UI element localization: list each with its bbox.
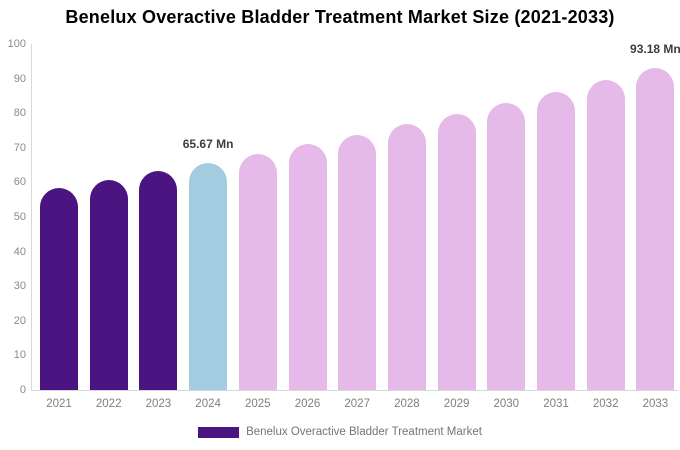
bar-2021[interactable] — [40, 187, 78, 390]
y-axis-line — [31, 44, 32, 390]
x-tick-label-2026: 2026 — [294, 398, 321, 410]
y-tick-label-70: 70 — [13, 141, 26, 154]
bar-2027[interactable] — [338, 134, 377, 390]
x-tick-label-2029: 2029 — [443, 398, 470, 410]
x-tick-label-2031: 2031 — [543, 398, 569, 410]
x-tick-label-2032: 2032 — [592, 398, 619, 410]
x-tick-label-2025: 2025 — [245, 398, 271, 410]
data-label-2024: 65.67 Mn — [182, 136, 234, 151]
bar-2024[interactable] — [189, 162, 228, 390]
x-tick-label-2033: 2033 — [642, 398, 669, 410]
bar-2031[interactable] — [537, 91, 575, 390]
y-tick-label-10: 10 — [13, 349, 26, 362]
x-tick-label-2027: 2027 — [344, 398, 370, 410]
bar-2029[interactable] — [437, 113, 476, 390]
x-axis-line — [31, 390, 678, 391]
bar-2023[interactable] — [139, 171, 178, 390]
bar-2025[interactable] — [238, 153, 277, 390]
legend-swatch — [198, 426, 240, 438]
x-tick-label-2030: 2030 — [493, 398, 520, 410]
legend[interactable]: Benelux Overactive Bladder Treatment Mar… — [0, 426, 680, 438]
bar-2028[interactable] — [387, 124, 426, 390]
bar-2030[interactable] — [487, 102, 526, 390]
x-tick-label-2028: 2028 — [394, 398, 420, 410]
x-tick-label-2024: 2024 — [195, 398, 221, 410]
bar-2026[interactable] — [288, 144, 327, 390]
x-tick-label-2023: 2023 — [145, 398, 172, 410]
y-tick-label-60: 60 — [13, 176, 26, 189]
y-tick-label-50: 50 — [13, 211, 26, 223]
chart-title: Benelux Overactive Bladder Treatment Mar… — [65, 7, 615, 27]
x-tick-label-2022: 2022 — [95, 398, 122, 410]
y-tick-label-100: 100 — [7, 38, 26, 50]
y-tick-label-40: 40 — [13, 245, 26, 258]
y-tick-label-80: 80 — [13, 107, 26, 120]
x-tick-label-2021: 2021 — [46, 398, 72, 410]
bar-2033[interactable] — [636, 67, 675, 390]
y-tick-label-30: 30 — [13, 280, 26, 293]
bar-2032[interactable] — [586, 79, 625, 390]
legend-label: Benelux Overactive Bladder Treatment Mar… — [246, 426, 482, 438]
data-label-2033: 93.18 Mn — [630, 41, 680, 56]
bar-2022[interactable] — [89, 179, 128, 390]
y-tick-label-20: 20 — [13, 314, 26, 327]
y-tick-label-0: 0 — [19, 384, 26, 396]
y-tick-label-90: 90 — [13, 72, 26, 85]
